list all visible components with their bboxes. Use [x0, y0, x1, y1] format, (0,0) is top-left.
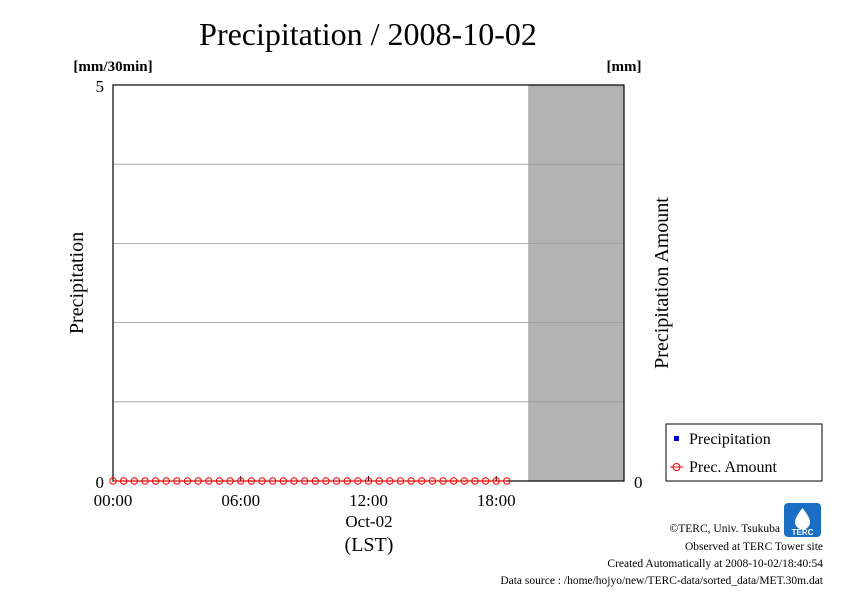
- logo-drop-icon: [795, 508, 810, 530]
- data-point: [237, 477, 245, 485]
- data-point: [258, 477, 266, 485]
- legend-marker-amount: [672, 463, 681, 471]
- data-point: [492, 477, 500, 485]
- data-point: [109, 477, 117, 485]
- footer-copyright: ©TERC, Univ. Tsukuba: [670, 523, 780, 535]
- series-layer: [109, 477, 511, 485]
- x-tick-label: 18:00: [477, 491, 516, 510]
- data-point: [130, 477, 138, 485]
- data-point: [354, 477, 362, 485]
- terc-logo: TERC: [784, 503, 821, 537]
- data-point: [386, 477, 394, 485]
- y-right-label: Precipitation Amount: [651, 197, 673, 369]
- data-point: [300, 477, 309, 485]
- y-left-tick-max: 5: [96, 77, 105, 96]
- data-point: [247, 477, 256, 485]
- data-point: [205, 477, 213, 485]
- data-point: [194, 477, 202, 485]
- legend-label-precipitation: Precipitation: [689, 431, 771, 448]
- data-point: [183, 477, 192, 485]
- footer-observed: Observed at TERC Tower site: [685, 541, 823, 553]
- x-axis-label: (LST): [345, 534, 394, 556]
- data-point: [396, 477, 405, 485]
- data-point: [428, 477, 437, 485]
- data-point: [332, 477, 341, 485]
- data-point: [173, 477, 181, 485]
- logo-text: TERC: [792, 528, 814, 537]
- data-point: [407, 477, 415, 485]
- data-point: [162, 477, 170, 485]
- y-right-unit: [mm]: [607, 59, 642, 75]
- legend-marker-precipitation: [674, 436, 679, 441]
- data-point: [141, 477, 149, 485]
- data-point: [343, 477, 351, 485]
- data-point: [471, 477, 479, 485]
- legend-label-amount: Prec. Amount: [689, 459, 778, 476]
- data-point: [279, 477, 288, 485]
- x-tick-label: 12:00: [349, 491, 388, 510]
- footer-created: Created Automatically at 2008-10-02/18:4…: [607, 558, 823, 570]
- data-point: [375, 477, 383, 485]
- x-tick-layer: 00:00 06:00 12:00 18:00: [94, 476, 516, 510]
- data-point: [322, 477, 330, 485]
- data-point: [268, 477, 277, 485]
- data-point: [364, 477, 373, 485]
- data-point: [418, 477, 426, 485]
- grid-lines: [113, 163, 624, 403]
- data-point: [151, 477, 160, 485]
- data-point: [503, 477, 511, 485]
- y-left-tick-min: 0: [96, 473, 105, 492]
- data-point: [439, 477, 447, 485]
- data-point: [226, 477, 234, 485]
- y-left-label: Precipitation: [66, 232, 88, 334]
- legend: Precipitation Prec. Amount: [665, 423, 823, 482]
- legend-box: [665, 423, 823, 482]
- no-data-region: [528, 85, 624, 481]
- data-point: [215, 477, 224, 485]
- footer-source: Data source : /home/hojyo/new/TERC-data/…: [500, 575, 823, 587]
- data-point: [311, 477, 319, 485]
- data-point: [449, 477, 458, 485]
- chart-title: Precipitation / 2008-10-02: [199, 16, 537, 52]
- data-point: [460, 477, 469, 485]
- x-tick-label: 00:00: [94, 491, 133, 510]
- data-point: [119, 477, 128, 485]
- data-point: [290, 477, 298, 485]
- y-left-unit: [mm/30min]: [73, 59, 152, 75]
- x-date-label: Oct-02: [345, 512, 392, 531]
- data-point: [481, 477, 490, 485]
- x-tick-label: 06:00: [221, 491, 260, 510]
- plot-area: [112, 84, 625, 482]
- y-right-tick-min: 0: [634, 473, 643, 492]
